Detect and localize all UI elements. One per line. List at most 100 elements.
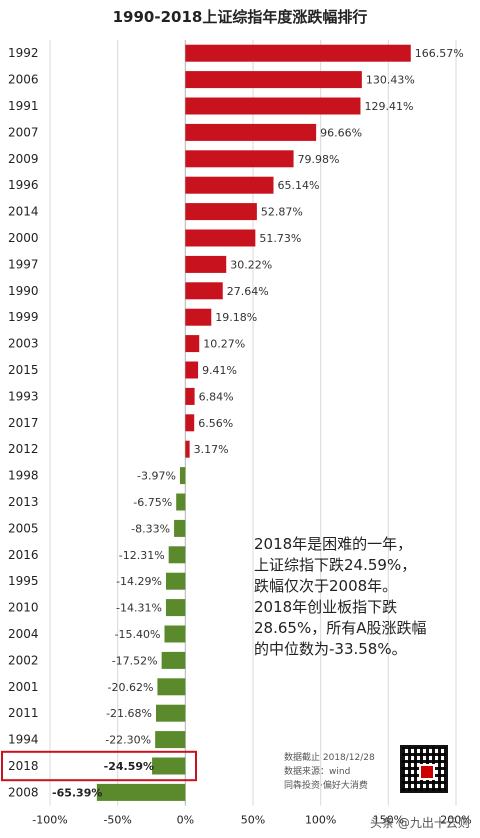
value-label: 27.64% [227,285,269,298]
x-tick-label: 0% [177,814,194,827]
source-line: 数据截止 2018/12/28 [284,753,375,763]
value-label: -3.97% [137,470,176,483]
bar-1997 [185,255,227,273]
value-label: 6.56% [198,417,233,430]
category-label: 2012 [8,442,39,456]
bar-2001 [157,678,186,696]
category-label: 2017 [8,416,39,430]
value-label: -12.31% [119,549,165,562]
value-label: 65.14% [277,179,319,192]
x-tick-label: -50% [103,814,131,827]
category-label: 2014 [8,205,39,219]
bar-1994 [155,731,186,749]
bar-1995 [165,572,186,590]
bar-1990 [185,282,223,300]
bar-2004 [164,625,186,643]
category-label: 1997 [8,257,39,271]
category-label: 2006 [8,73,39,87]
category-label: 2003 [8,337,39,351]
annotation-line: 的中位数为-33.58%。 [254,640,407,658]
annotation-text: 2018年是困难的一年， 上证综指下跌24.59%， 跌幅仅次于2008年。 2… [254,534,464,660]
annotation-line: 上证综指下跌24.59%， [254,556,417,574]
category-label: 2001 [8,680,39,694]
annotation-line: 2018年创业板指下跌 [254,598,398,616]
source-line: 同犇投资·偏好大消费 [284,781,368,791]
category-label: 2009 [8,152,39,166]
annotation-line: 跌幅仅次于2008年。 [254,577,398,595]
x-tick-label: -100% [32,814,67,827]
bar-1992 [185,44,411,62]
category-label: 2005 [8,521,39,535]
category-label: 1998 [8,469,39,483]
category-label: 1999 [8,310,39,324]
x-tick-label: 200% [440,814,471,827]
category-label: 1996 [8,178,39,192]
category-label: 1995 [8,574,39,588]
annotation-line: 28.65%，所有A股涨跌幅 [254,619,427,637]
category-label: 2015 [8,363,39,377]
category-label: 2008 [8,785,39,799]
value-label: -14.31% [116,602,162,615]
bar-2013 [176,493,186,511]
bar-2015 [185,361,199,379]
value-label: 166.57% [415,47,464,60]
bar-2009 [185,150,294,168]
highlight-box-2018 [1,750,197,782]
category-label: 1992 [8,46,39,60]
category-label: 1993 [8,389,39,403]
annotation-line: 2018年是困难的一年， [254,535,413,553]
value-label: -8.33% [131,522,170,535]
bar-2011 [155,704,186,722]
value-label: 52.87% [261,206,303,219]
bar-2008 [96,783,186,801]
category-label: 2018 [8,759,39,773]
x-tick-label: 150% [373,814,404,827]
category-label: 1994 [8,733,39,747]
bar-2014 [185,203,257,221]
value-labels: 166.57% 130.43% 129.41%96.66% 79.98% 65.14% 5… [52,47,464,799]
value-label: -14.29% [116,575,162,588]
x-axis-ticks: -100% -50% 0% 50% 100% 150% 200% [32,814,471,827]
value-label: 9.41% [202,364,237,377]
value-label: -15.40% [115,628,161,641]
bar-2012 [185,440,190,458]
value-label: -22.30% [105,734,151,747]
bar-2002 [161,651,186,669]
category-label: 2011 [8,706,39,720]
chart-title: 1990-2018上证综指年度涨跌幅排行 [113,8,368,26]
value-label: 79.98% [298,153,340,166]
bar-1993 [185,387,195,405]
category-labels: 1992 2006 1991 2007 2009 1996 2014 2000 1997 1990… [8,46,39,799]
value-label: 19.18% [215,311,257,324]
bar-2000 [185,229,256,247]
value-label: 130.43% [366,74,415,87]
value-label: -21.68% [106,707,152,720]
bar-2016 [168,546,186,564]
value-label: 129.41% [364,100,413,113]
bar-2017 [185,414,195,432]
bar-1996 [185,176,274,194]
x-tick-label: 50% [241,814,265,827]
watermark: 头条 @九出十云则 [370,816,470,830]
category-label: 2010 [8,601,39,615]
bar-1999 [185,308,212,326]
value-label: 96.66% [320,126,362,139]
qr-code-icon [400,745,448,793]
category-label: 2007 [8,125,39,139]
bar-2003 [185,335,200,353]
value-label: -24.59% [104,760,154,773]
value-label: 10.27% [203,338,245,351]
category-label: 1990 [8,284,39,298]
bar-1998 [179,467,186,485]
category-label: 2013 [8,495,39,509]
value-label: -6.75% [133,496,172,509]
x-tick-label: 100% [305,814,336,827]
bar-2018 [152,757,186,775]
value-label: 3.17% [194,443,229,456]
bars [96,44,411,801]
value-label: -20.62% [108,681,154,694]
category-label: 2002 [8,653,39,667]
bar-1991 [185,97,361,115]
bar-2006 [185,71,362,89]
